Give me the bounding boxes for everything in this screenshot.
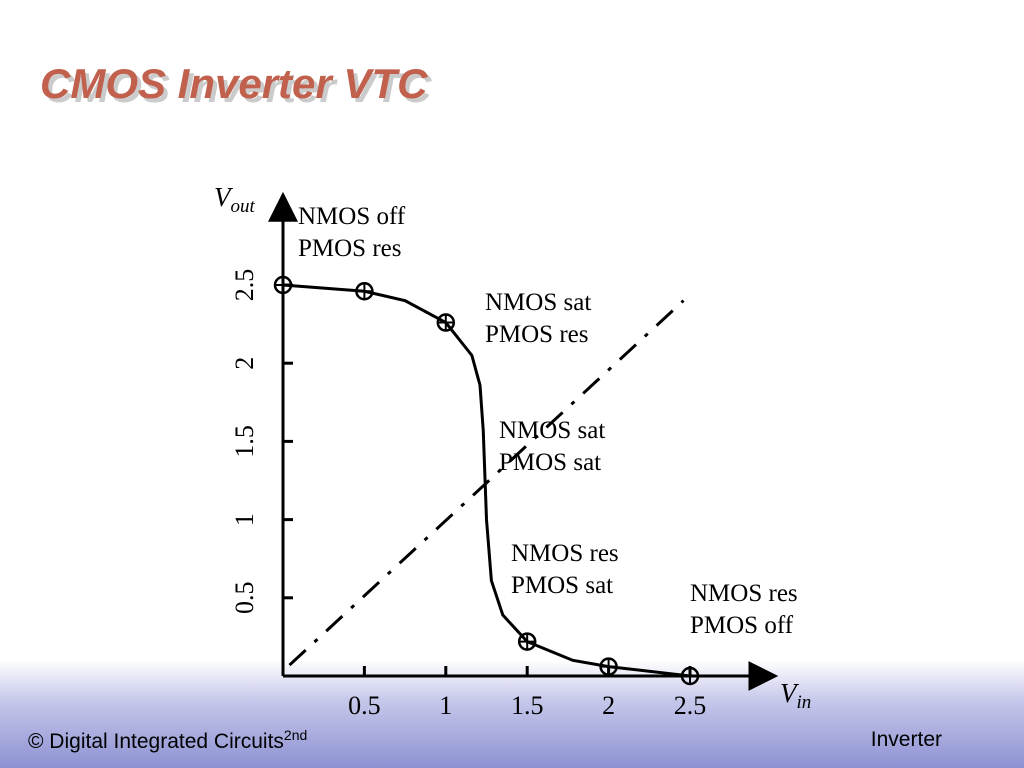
region-label-line: NMOS sat — [499, 417, 605, 444]
data-point — [599, 657, 618, 676]
marker-cross — [682, 668, 698, 684]
y-tick-label: 2 — [230, 357, 259, 370]
region-label: NMOS res PMOS off — [690, 580, 798, 639]
region-label-line: PMOS sat — [511, 572, 613, 599]
y-tick-label: 1 — [230, 513, 259, 526]
y-tick-label: 1.5 — [230, 425, 259, 458]
marker-cross — [275, 277, 291, 293]
data-point — [517, 632, 537, 651]
marker-cross — [356, 283, 373, 300]
x-tick-label: 2 — [602, 691, 615, 720]
region-label-line: NMOS res — [690, 580, 798, 607]
x-tick-label: 2.5 — [674, 691, 707, 720]
series-line — [288, 299, 685, 667]
footer-left: © Digital Integrated Circuits2nd — [28, 727, 307, 753]
footer-right: Inverter — [871, 728, 942, 751]
y-tick-label: 2.5 — [230, 269, 259, 302]
region-label-line: NMOS sat — [485, 289, 591, 316]
region-label-line: NMOS res — [511, 540, 619, 567]
region-label: NMOS sat PMOS res — [485, 289, 591, 348]
y_label-sub: out — [231, 196, 256, 217]
x_label-sub: in — [797, 692, 812, 713]
series-line — [282, 283, 691, 678]
region-label-line: PMOS res — [485, 321, 589, 348]
marker-cross — [600, 658, 617, 675]
region-label: NMOS off PMOS res — [298, 203, 406, 262]
region-label: NMOS res PMOS sat — [511, 540, 619, 599]
data-point — [436, 313, 456, 332]
region-label-line: NMOS off — [298, 203, 406, 230]
x_label-main: V — [780, 678, 800, 708]
marker-cross — [437, 314, 454, 331]
x-tick-label: 1 — [439, 691, 452, 720]
marker-cross — [519, 633, 536, 650]
data-point — [680, 666, 700, 686]
y-tick-label: 0.5 — [230, 582, 259, 615]
slide-title-shadow: CMOS Inverter VTC — [44, 64, 432, 111]
slide-title: CMOS Inverter VTC — [40, 60, 428, 107]
data-point — [355, 282, 374, 301]
x-tick-label: 0.5 — [348, 691, 381, 720]
region-label-line: PMOS off — [690, 612, 794, 639]
y_label-main: V — [214, 182, 234, 212]
region-label-line: PMOS sat — [499, 449, 601, 476]
x-tick-label: 1.5 — [511, 691, 544, 720]
data-point — [273, 275, 293, 295]
y-label: Vout — [214, 182, 256, 217]
region-label: NMOS sat PMOS sat — [499, 417, 605, 476]
region-label-line: PMOS res — [298, 235, 402, 262]
x-label: Vin — [780, 678, 811, 713]
